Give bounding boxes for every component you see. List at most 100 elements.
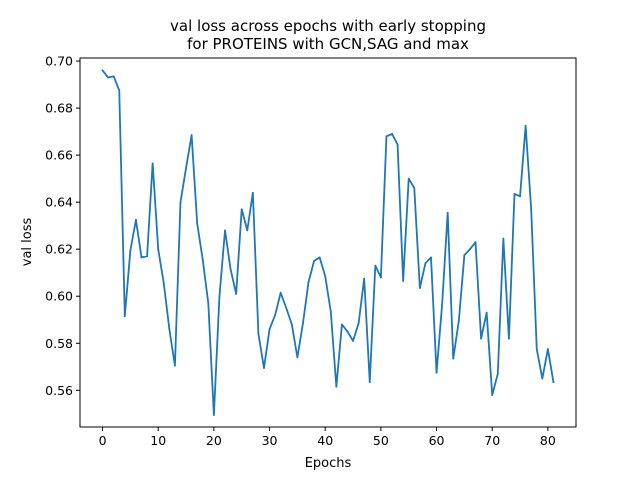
data-point — [146, 255, 148, 258]
x-tick-label: 50 — [373, 433, 389, 448]
data-point — [201, 258, 204, 261]
data-point — [263, 367, 265, 369]
data-point — [435, 371, 438, 374]
y-tick-label: 0.62 — [45, 242, 73, 257]
data-point — [474, 241, 477, 244]
y-tick-label: 0.68 — [45, 101, 73, 116]
data-point — [174, 364, 176, 367]
data-point — [257, 332, 260, 335]
data-point — [402, 280, 405, 282]
data-point — [224, 229, 226, 232]
data-point — [391, 133, 393, 135]
data-point — [157, 248, 160, 251]
data-point — [235, 292, 238, 295]
data-point — [491, 394, 494, 396]
chart-title-line-2: for PROTEINS with GCN,SAG and max — [187, 35, 469, 53]
data-point — [457, 320, 460, 322]
data-point — [218, 295, 221, 298]
data-point — [480, 337, 482, 340]
y-tick-label: 0.56 — [45, 383, 73, 398]
plot-frame — [79, 57, 577, 428]
x-tick-label: 80 — [540, 433, 556, 448]
data-point — [502, 237, 505, 240]
data-point — [552, 381, 555, 383]
y-axis-ticks: 0.56 0.58 0.60 0.62 0.64 0.66 0.68 0.70 — [45, 54, 80, 398]
data-point — [246, 229, 249, 232]
data-point — [496, 372, 499, 375]
data-point — [374, 264, 377, 267]
data-point — [212, 414, 215, 416]
data-point — [290, 323, 293, 326]
data-point — [546, 348, 549, 351]
data-point — [129, 249, 132, 252]
data-point — [541, 377, 544, 380]
data-point — [240, 208, 243, 211]
chart-title-line-1: val loss across epochs with early stoppi… — [170, 17, 486, 35]
y-tick-label: 0.58 — [45, 336, 73, 351]
data-point — [313, 260, 315, 262]
x-tick-label: 20 — [206, 433, 222, 448]
data-point — [335, 385, 338, 388]
data-point — [268, 328, 271, 331]
data-point — [179, 201, 182, 204]
data-point — [185, 167, 187, 169]
data-point — [407, 177, 410, 180]
data-point — [530, 208, 533, 211]
data-point — [274, 314, 277, 316]
data-point — [318, 256, 321, 259]
data-point — [535, 348, 538, 351]
data-point — [441, 303, 444, 306]
data-point — [463, 254, 466, 256]
data-point — [352, 340, 354, 342]
x-tick-label: 70 — [484, 433, 500, 448]
data-point — [469, 248, 471, 251]
data-point — [424, 262, 427, 265]
data-point — [140, 256, 143, 259]
data-point — [107, 76, 110, 79]
data-point — [413, 187, 416, 189]
data-point — [279, 291, 282, 294]
x-axis-label: Epochs — [305, 456, 352, 471]
data-point — [302, 322, 304, 325]
data-point — [357, 322, 360, 325]
x-tick-label: 40 — [317, 433, 333, 448]
y-axis-label: val loss — [20, 218, 35, 267]
data-point — [485, 311, 488, 314]
data-point — [112, 75, 115, 78]
data-point — [513, 193, 516, 195]
data-point — [418, 287, 421, 289]
data-point — [524, 124, 527, 127]
data-point — [452, 357, 455, 360]
x-axis-ticks: 0 10 20 30 40 50 60 70 80 — [99, 427, 556, 448]
y-tick-label: 0.70 — [45, 54, 73, 69]
data-point — [229, 268, 232, 271]
data-point — [190, 134, 193, 137]
data-point — [329, 310, 332, 313]
data-point — [379, 276, 382, 279]
x-tick-label: 60 — [429, 433, 445, 448]
data-point — [296, 356, 299, 359]
data-point — [135, 218, 137, 221]
data-point — [519, 195, 521, 198]
data-point — [446, 211, 449, 214]
data-point — [346, 330, 349, 333]
x-tick-label: 30 — [262, 433, 278, 448]
data-point — [430, 256, 432, 259]
data-point — [168, 328, 171, 331]
y-tick-label: 0.60 — [45, 289, 73, 304]
x-tick-label: 10 — [150, 433, 166, 448]
data-point — [385, 135, 388, 138]
data-point — [196, 222, 199, 225]
data-point — [368, 381, 371, 383]
plot-area — [80, 58, 576, 427]
data-point — [151, 162, 154, 165]
data-point — [118, 89, 121, 92]
data-point — [162, 282, 165, 285]
data-point — [363, 277, 366, 280]
data-point — [508, 337, 510, 340]
data-point — [324, 275, 327, 278]
data-point — [285, 307, 288, 309]
data-point — [341, 323, 343, 326]
data-point — [251, 191, 254, 194]
